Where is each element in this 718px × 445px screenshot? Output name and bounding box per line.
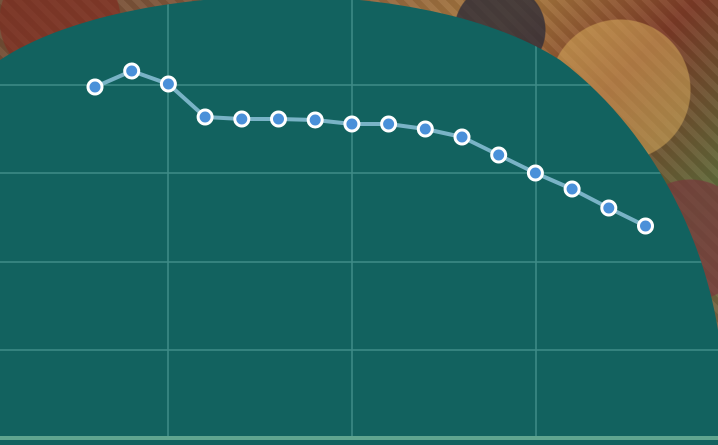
data-point-11: [453, 128, 471, 146]
data-point-3: [159, 75, 177, 93]
data-point-5: [233, 110, 251, 128]
data-point-2: [123, 62, 141, 80]
data-point-12: [490, 146, 508, 164]
series-line: [93, 69, 648, 228]
data-point-1: [86, 78, 104, 96]
data-point-8: [343, 115, 361, 133]
data-point-13: [526, 164, 544, 182]
data-point-4: [196, 108, 214, 126]
data-point-15: [600, 199, 618, 217]
data-point-14: [563, 180, 581, 198]
data-point-9: [380, 115, 398, 133]
data-point-10: [416, 120, 434, 138]
chart-baseline: [0, 436, 718, 440]
data-point-7: [306, 111, 324, 129]
data-point-16: [637, 217, 654, 235]
series-markers: [86, 62, 654, 235]
data-point-6: [270, 110, 287, 128]
